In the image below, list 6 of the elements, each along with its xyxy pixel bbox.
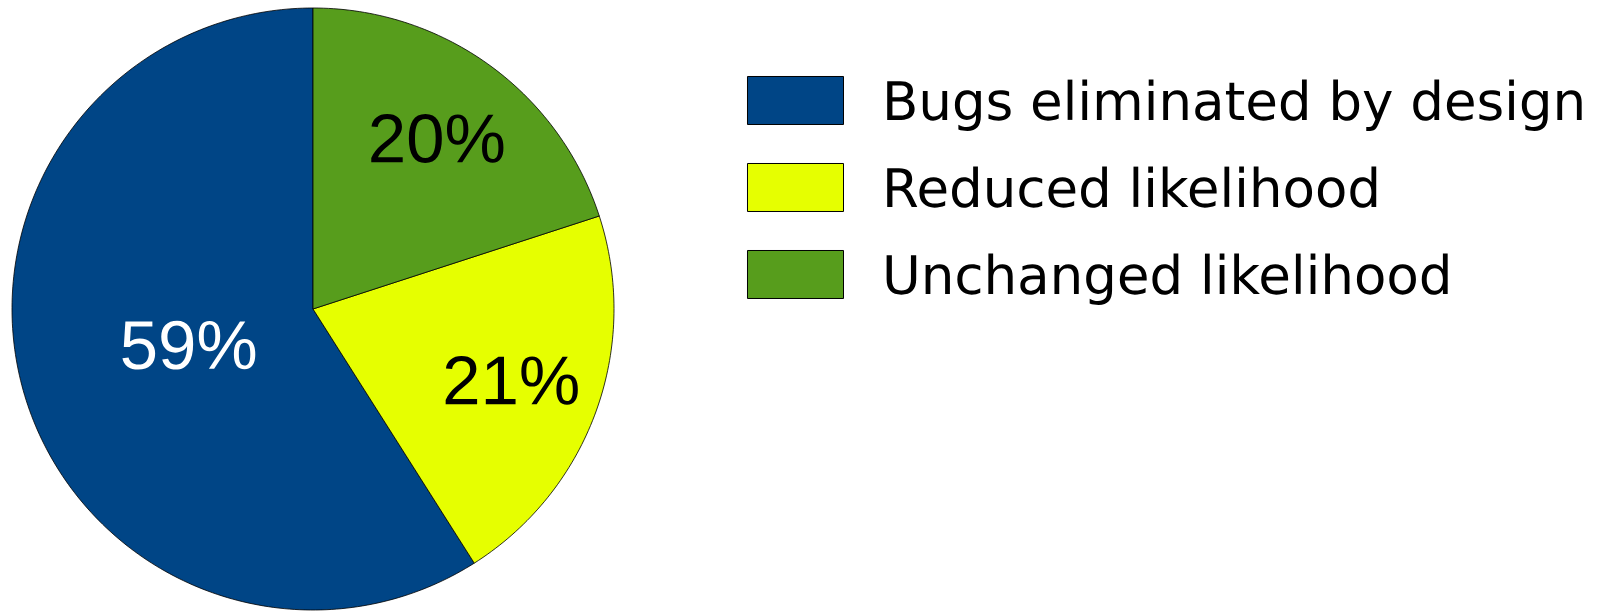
legend-label: Unchanged likelihood: [886, 253, 1448, 305]
data-label: 20%: [371, 114, 504, 163]
legend-label: Bugs eliminated by design: [887, 79, 1582, 131]
legend-label: Reduced likelihood: [887, 166, 1377, 208]
data-label: 59%: [122, 320, 256, 370]
data-label: 21%: [445, 356, 578, 405]
